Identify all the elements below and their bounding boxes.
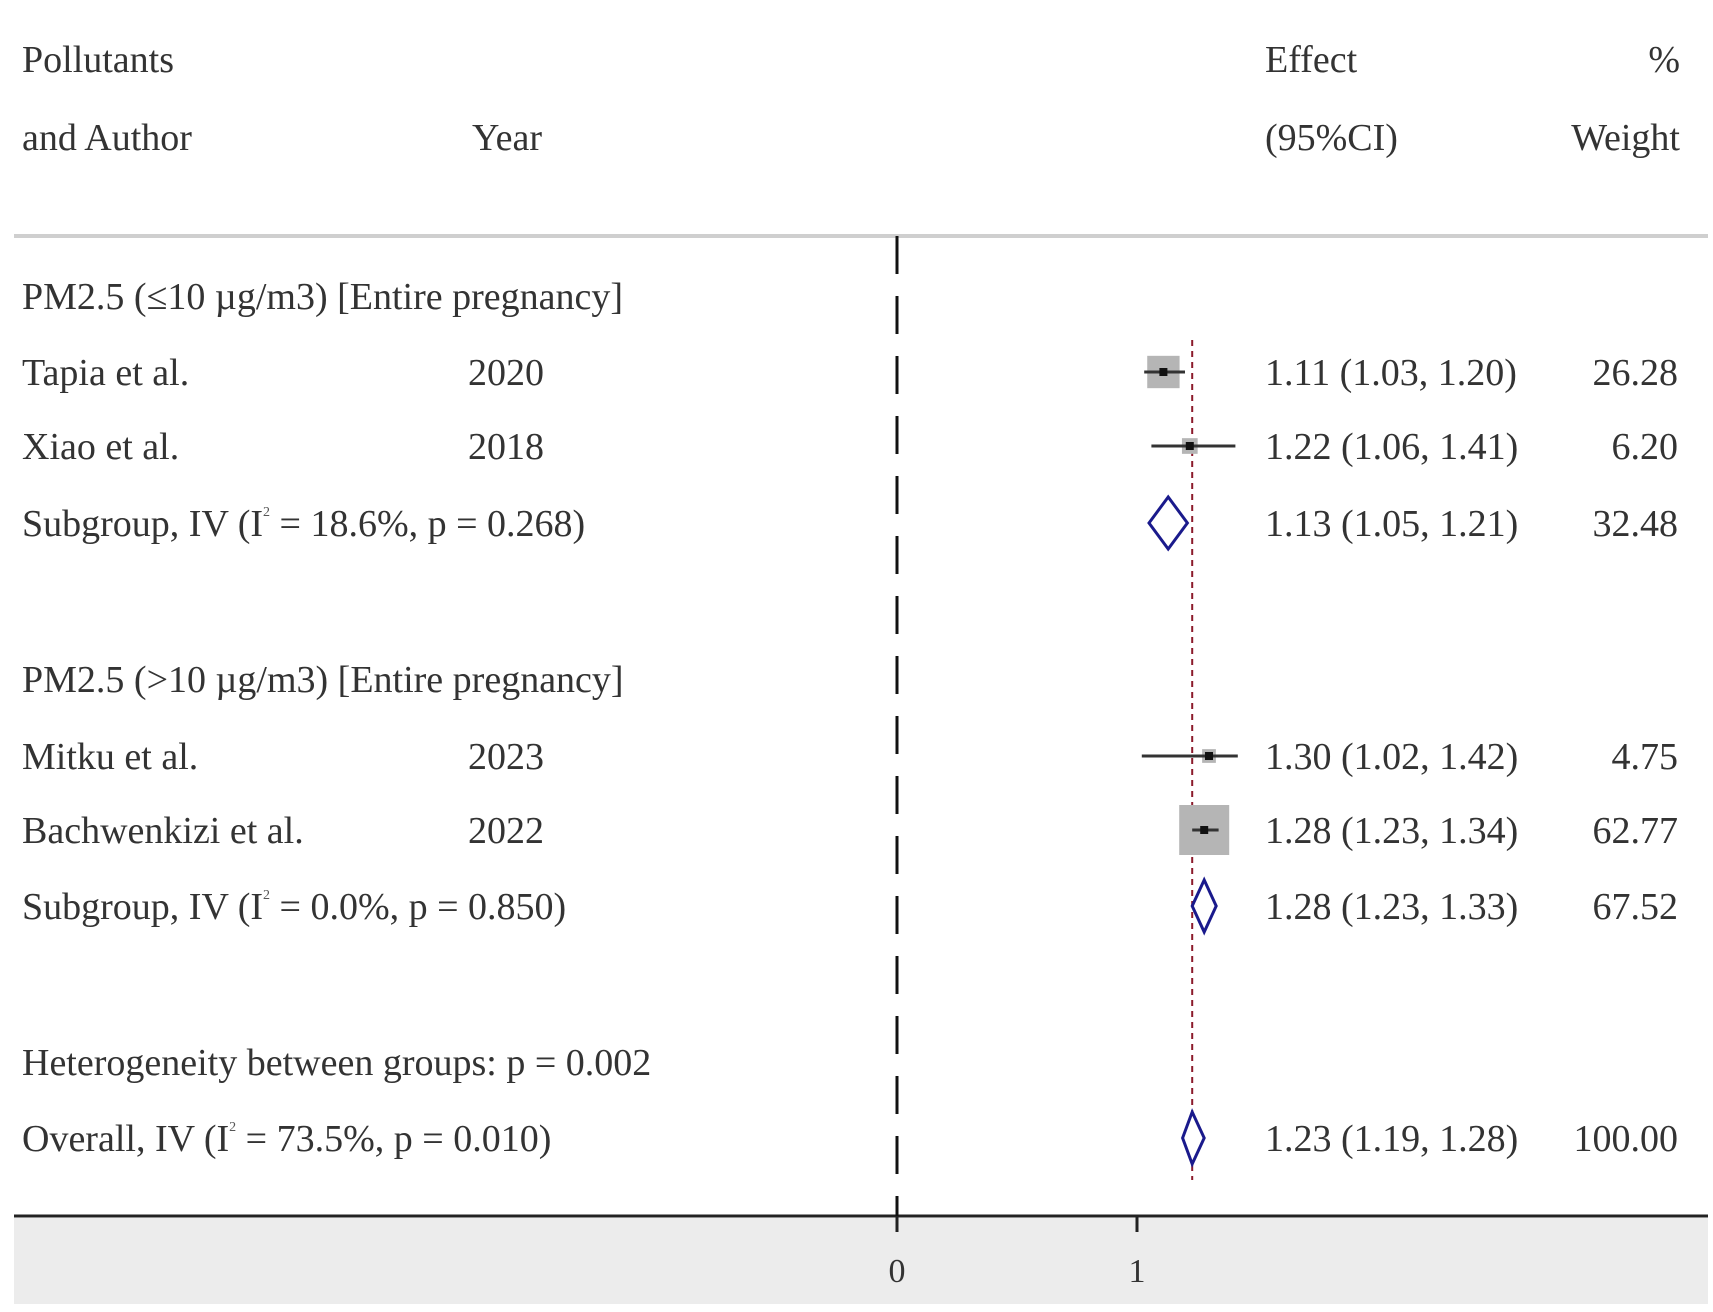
study-year: 2022 [468, 810, 544, 852]
weight-text: 62.77 [1593, 810, 1679, 852]
point-estimate [1200, 826, 1209, 834]
effect-ci-text: 1.28 (1.23, 1.33) [1265, 886, 1518, 928]
row-study: Bachwenkizi et al. 2022 1.28 (1.23, 1.34) 6… [22, 805, 1678, 855]
overall-label: Overall, IV (I2 = 73.5%, p = 0.010) [22, 1118, 551, 1160]
x-tick-label: 0 [889, 1253, 906, 1290]
axis-band [14, 1218, 1708, 1304]
effect-ci-text: 1.23 (1.19, 1.28) [1265, 1118, 1518, 1160]
subtotal-label: Subgroup, IV (I2 = 18.6%, p = 0.268) [22, 503, 585, 545]
study-label: Bachwenkizi et al. [22, 810, 304, 852]
x-tick-label: 1 [1129, 1253, 1146, 1290]
header-weight-line2: Weight [1571, 117, 1680, 159]
point-estimate [1205, 752, 1213, 760]
weight-text: 6.20 [1612, 426, 1679, 468]
row-subtotal: Subgroup, IV (I2 = 18.6%, p = 0.268) 1.13… [22, 494, 1679, 552]
group-label: PM2.5 (>10 µg/m3) [Entire pregnancy] [22, 659, 624, 701]
plot-area [895, 236, 1194, 1216]
study-year: 2018 [468, 426, 544, 468]
row-study: Tapia et al. 2020 1.11 (1.03, 1.20) 26.28 [22, 352, 1678, 394]
weight-text: 26.28 [1593, 352, 1679, 394]
header-col1-line2: and Author [22, 117, 192, 159]
header-effect-line1: Effect [1265, 39, 1358, 81]
heterogeneity-label: Heterogeneity between groups: p = 0.002 [22, 1042, 651, 1084]
weight-text: 100.00 [1574, 1118, 1679, 1160]
weight-text: 4.75 [1612, 736, 1679, 778]
point-estimate [1159, 368, 1168, 376]
study-label: Tapia et al. [22, 352, 189, 394]
header-effect-line2: (95%CI) [1265, 117, 1398, 159]
study-year: 2020 [468, 352, 544, 394]
study-label: Xiao et al. [22, 426, 179, 468]
group-label: PM2.5 (≤10 µg/m3) [Entire pregnancy] [22, 276, 623, 318]
effect-ci-text: 1.22 (1.06, 1.41) [1265, 426, 1518, 468]
overall-diamond [1181, 1108, 1206, 1168]
study-label: Mitku et al. [22, 736, 198, 778]
effect-ci-text: 1.13 (1.05, 1.21) [1265, 503, 1518, 545]
study-year: 2023 [468, 736, 544, 778]
subtotal-diamond [1190, 876, 1218, 936]
header-year: Year [472, 117, 542, 159]
point-estimate [1185, 442, 1194, 450]
rows: PM2.5 (≤10 µg/m3) [Entire pregnancy] Tapi… [22, 276, 1679, 1168]
table-header: Pollutants and Author Year Effect (95%CI… [22, 39, 1680, 159]
row-subtotal: Subgroup, IV (I2 = 0.0%, p = 0.850) 1.28 … [22, 876, 1679, 936]
effect-ci-text: 1.11 (1.03, 1.20) [1265, 352, 1517, 394]
row-study: Xiao et al. 2018 1.22 (1.06, 1.41) 6.20 [22, 426, 1678, 468]
effect-ci-text: 1.28 (1.23, 1.34) [1265, 810, 1518, 852]
subtotal-diamond [1147, 494, 1190, 552]
row-study: Mitku et al. 2023 1.30 (1.02, 1.42) 4.75 [22, 736, 1678, 778]
header-col1-line1: Pollutants [22, 39, 174, 81]
row-group: PM2.5 (≤10 µg/m3) [Entire pregnancy] [22, 276, 623, 318]
row-overall: Overall, IV (I2 = 73.5%, p = 0.010) 1.23 … [22, 1108, 1679, 1168]
weight-text: 32.48 [1593, 503, 1679, 545]
header-weight-line1: % [1648, 39, 1680, 81]
subtotal-label: Subgroup, IV (I2 = 0.0%, p = 0.850) [22, 886, 566, 928]
effect-ci-text: 1.30 (1.02, 1.42) [1265, 736, 1518, 778]
row-text: Heterogeneity between groups: p = 0.002 [22, 1042, 651, 1084]
weight-text: 67.52 [1593, 886, 1679, 928]
row-group: PM2.5 (>10 µg/m3) [Entire pregnancy] [22, 659, 624, 701]
